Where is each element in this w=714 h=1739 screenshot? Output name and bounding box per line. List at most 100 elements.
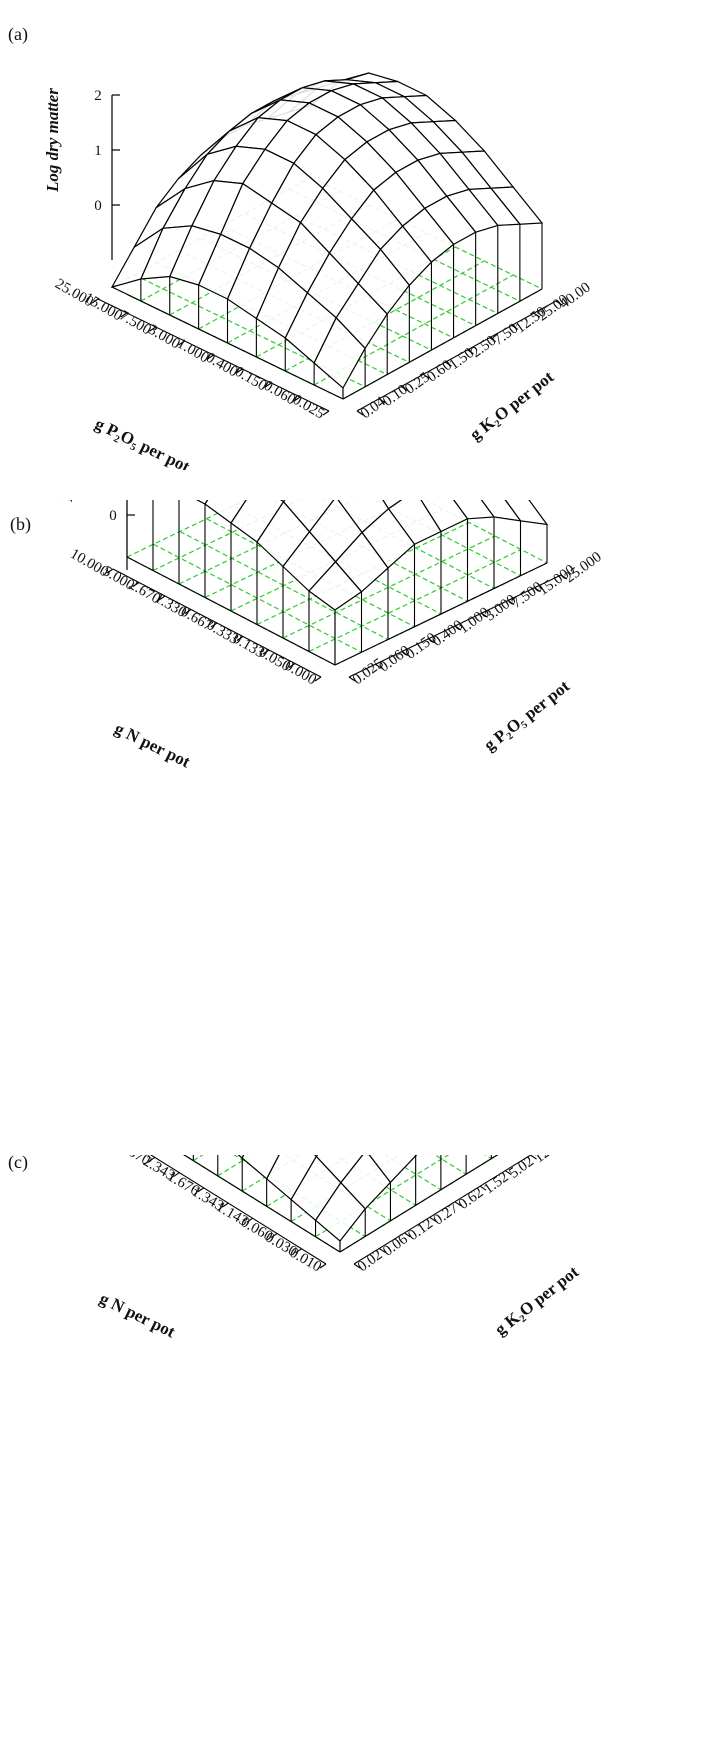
y-tick [378, 398, 386, 404]
base-grid-line [206, 518, 415, 628]
y-tick [428, 638, 435, 644]
x-tick [221, 1202, 229, 1208]
base-grid-line [313, 274, 514, 386]
base-grid-line [424, 500, 548, 564]
y-tick [560, 574, 568, 580]
x-tick [173, 1172, 180, 1178]
x-tick [236, 636, 244, 641]
x-tick [295, 1248, 302, 1254]
y-axis-title: g P₂O₅ per pot [480, 676, 573, 755]
x-tick [149, 326, 157, 332]
y-tick-label: 0.12 [405, 1216, 436, 1244]
y-tick [507, 600, 515, 605]
x-tick [148, 1156, 156, 1162]
x-tick [288, 663, 296, 668]
y-tick [505, 1170, 512, 1176]
y-tick [404, 1232, 411, 1238]
x-tick [322, 410, 330, 416]
x-tick-label: 0.010 [287, 1245, 324, 1276]
curtain-lines [126, 500, 548, 665]
x-tick [270, 1233, 278, 1239]
y-tick-label: 0.02 [355, 1247, 386, 1275]
curtain-lines [140, 223, 543, 399]
z-tick-label: 1 [94, 143, 102, 159]
y-tick [375, 663, 382, 669]
base-edge [183, 1155, 341, 1253]
y-tick-label: 0.06 [380, 1231, 411, 1260]
x-tick [264, 382, 272, 388]
y-tick [511, 324, 519, 330]
panel-label: (b) [10, 514, 31, 535]
x-tick [197, 1187, 205, 1193]
y-tick [454, 1201, 462, 1207]
y-tick [401, 651, 409, 656]
y-tick [534, 587, 541, 593]
y-tick-label: 0.62 [456, 1185, 487, 1213]
z-axis-title: Log dry matter [57, 500, 76, 503]
z-tick-label: 0 [94, 198, 102, 214]
base-edge [342, 288, 543, 400]
base-outline [183, 1155, 499, 1253]
y-tick [533, 312, 541, 318]
y-tick [467, 349, 474, 355]
y-tick-label: 1.52 [481, 1169, 512, 1197]
z-axis: 012 [109, 500, 135, 570]
z-tick-label: 0 [109, 508, 117, 524]
surface-cell [314, 1181, 366, 1242]
x-tick-label: 0.025 [290, 392, 327, 423]
x-tick-label: 0.000 [282, 658, 319, 689]
surface-mesh [195, 500, 549, 611]
y-axis-title: g K₂O per pot [491, 1262, 582, 1339]
x-tick [120, 312, 128, 318]
y-tick [423, 373, 430, 379]
base-grid-line [308, 548, 522, 653]
y-tick [454, 625, 462, 631]
surface-cell [241, 1155, 280, 1180]
base-edge [339, 1155, 499, 1253]
x-axis-title: g P₂O₅ per pot [92, 414, 193, 470]
x-tick [184, 609, 192, 614]
y-tick [353, 1263, 361, 1269]
z-axis: 0 1 2 [94, 88, 120, 260]
y-tick-label: 5.02 [506, 1155, 537, 1182]
y-tick-label: 40.00 [557, 279, 594, 312]
base-grid-line [133, 274, 366, 388]
surface-cell [313, 316, 366, 389]
x-tick [207, 354, 214, 360]
surface-mesh [110, 72, 544, 389]
x-tick [262, 649, 270, 655]
y-tick [479, 1185, 487, 1191]
y-tick [445, 361, 452, 367]
y-axis-line [356, 300, 557, 412]
chart-panel-a: (a) 0 1 2 Log dry matter 25.000 15.000 7.500 3.0… [0, 0, 714, 470]
x-tick [293, 396, 301, 402]
x-tick [158, 595, 166, 601]
x-axis-title: g N per pot [112, 719, 194, 772]
y-tick [378, 1247, 386, 1253]
x-tick [210, 622, 218, 628]
surface-cell [308, 560, 363, 611]
z-tick-label: 2 [94, 88, 102, 104]
x-axis-line [149, 1155, 327, 1265]
x-tick [319, 1263, 327, 1269]
surface-cell [204, 500, 247, 524]
x-tick [106, 568, 114, 574]
y-tick [429, 1216, 436, 1222]
base-grid-line [271, 500, 468, 602]
x-axis-title: g N per pot [97, 1289, 179, 1342]
x-tick [91, 298, 99, 304]
surface-mesh [237, 1155, 418, 1242]
base-grid-line [153, 543, 362, 653]
z-axis-title: Log dry matter [43, 88, 62, 193]
y-tick-label: 25.000 [562, 549, 605, 586]
base-grid-line [256, 521, 470, 626]
x-tick [246, 1217, 253, 1223]
base-grid-line [282, 535, 496, 639]
y-axis-line [353, 1155, 532, 1265]
curtain-lines [192, 1155, 492, 1252]
y-axis-title: g K₂O per pot [466, 367, 557, 444]
